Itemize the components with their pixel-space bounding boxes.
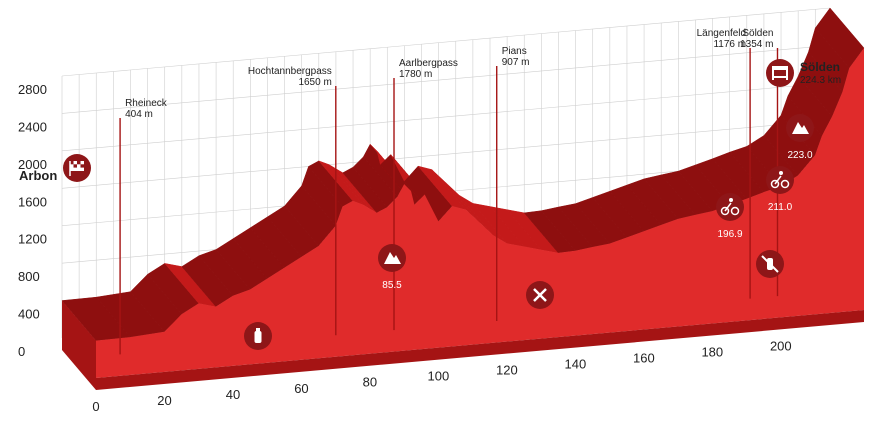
pass-name: Pians [502, 46, 527, 57]
grid-hline [61, 82, 831, 152]
pass-elevation: 404 m [125, 109, 153, 120]
pass-elevation: 1780 m [399, 69, 432, 80]
y-tick-label: 2800 [18, 82, 47, 97]
axis-ticks: 0 400 800 1200 1600 2000 2400 2800 0 20 40 60 80 100 1… [18, 82, 792, 414]
cyclist-sprint-icon [716, 193, 744, 221]
grid-hline [61, 7, 831, 77]
x-tick-label: 160 [633, 350, 655, 365]
marker-km-label: 211.0 [768, 202, 793, 213]
marker-km-label: 196.9 [717, 229, 742, 240]
x-tick-label: 20 [157, 393, 171, 408]
pass-name: Sölden [742, 28, 773, 39]
y-tick-label: 400 [18, 307, 40, 322]
x-tick-label: 140 [565, 357, 587, 372]
mountain-icon [786, 114, 814, 142]
pass-elevation: 1354 m [740, 39, 773, 50]
x-tick-label: 100 [428, 369, 450, 384]
grid-hline [61, 45, 831, 114]
pass-elevation: 907 m [502, 57, 530, 68]
profile-base [96, 310, 864, 390]
pass-name: Längenfeld [697, 28, 747, 39]
x-tick-label: 80 [363, 375, 377, 390]
x-tick-label: 40 [226, 387, 240, 402]
profile-front-face [96, 48, 864, 378]
finish-name: Sölden [800, 60, 840, 74]
y-tick-label: 1600 [18, 194, 47, 209]
pass-name: Aarlbergpass [399, 58, 458, 69]
x-tick-label: 120 [496, 363, 518, 378]
route-markers: 85.5 196.9 211.0 223.0 [244, 114, 814, 350]
y-tick-label: 800 [18, 269, 40, 284]
pass-name: Hochtannbergpass [248, 66, 332, 77]
x-tick-label: 0 [92, 399, 99, 414]
y-tick-label: 0 [18, 344, 25, 359]
feed-zone-icon [526, 281, 554, 309]
y-tick-label: 2400 [18, 119, 47, 134]
y-tick-label: 2000 [18, 157, 47, 172]
marker-km-label: 85.5 [382, 280, 402, 291]
elevation-profile [61, 7, 865, 390]
finish-icon [766, 59, 794, 87]
start-flag-icon [63, 154, 91, 182]
endpoints: Arbon Sölden 224.3 km [19, 59, 841, 183]
pass-elevation: 1176 m [713, 39, 746, 50]
finish-distance: 224.3 km [800, 75, 841, 86]
cyclist-sprint-icon [766, 166, 794, 194]
start-name: Arbon [19, 168, 57, 183]
x-tick-label: 180 [701, 344, 723, 359]
x-tick-label: 200 [770, 338, 792, 353]
water-bottle-icon [244, 322, 272, 350]
profile-start-side [62, 300, 96, 390]
grid-hline [61, 119, 831, 189]
marker-km-label: 223.0 [787, 150, 812, 161]
pass-name: Rheineck [125, 98, 168, 109]
x-tick-label: 60 [294, 381, 308, 396]
no-feed-zone-icon [756, 250, 784, 278]
pass-elevation: 1650 m [298, 77, 331, 88]
y-tick-label: 1200 [18, 232, 47, 247]
mountain-icon [378, 244, 406, 272]
